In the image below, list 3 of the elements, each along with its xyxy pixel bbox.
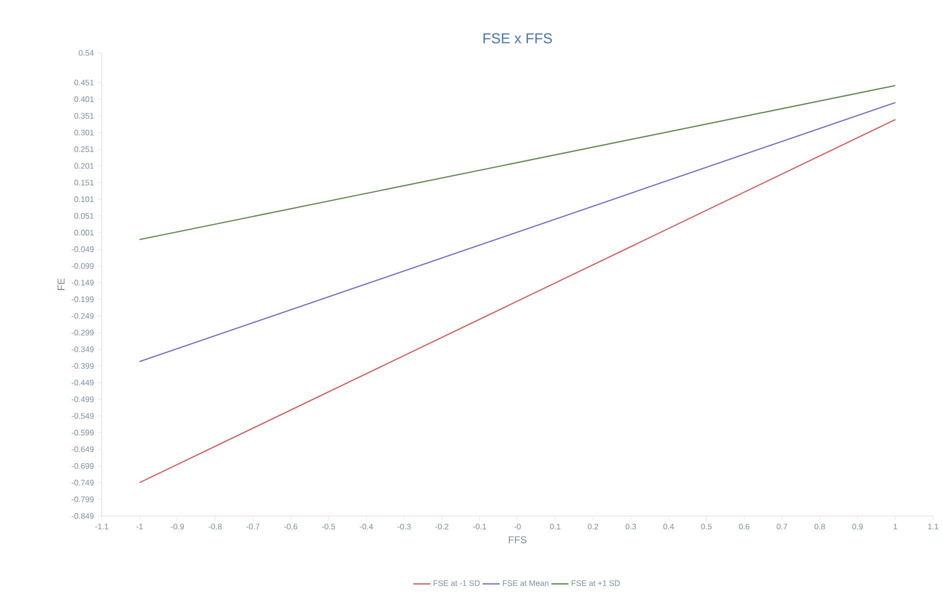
x-axis-title: FFS xyxy=(508,536,526,544)
chart-title: FSE x FFS xyxy=(484,33,552,44)
y-axis-title: FE xyxy=(58,278,65,290)
